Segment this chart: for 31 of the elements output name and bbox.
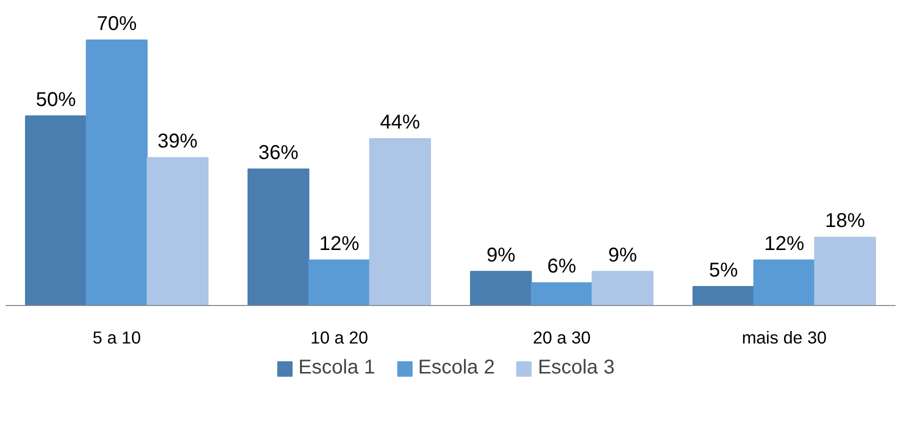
x-tick-label: 20 a 30: [532, 328, 591, 348]
data-label: 50%: [36, 88, 76, 111]
data-label: 5%: [708, 260, 738, 282]
bar: [25, 115, 87, 306]
x-tick-label: 5 a 10: [92, 328, 141, 348]
bar: [86, 40, 148, 306]
bar: [814, 236, 876, 306]
data-label: 70%: [96, 13, 137, 36]
data-label: 9%: [608, 244, 638, 266]
data-label: 9%: [486, 244, 516, 266]
bar: [248, 168, 310, 306]
bar: [308, 259, 370, 306]
data-label: 6%: [547, 256, 576, 278]
data-label: 12%: [764, 232, 804, 255]
data-label: 18%: [825, 210, 866, 232]
x-tick-label: mais de 30: [742, 328, 827, 348]
bar: [530, 282, 593, 306]
x-tick-label: 10 a 20: [310, 328, 368, 348]
legend-label: Escola 2: [418, 356, 495, 380]
data-label: 44%: [380, 112, 420, 134]
bar: [369, 138, 431, 306]
bar: [592, 270, 654, 306]
bar: [146, 157, 208, 306]
data-label: 39%: [158, 130, 198, 153]
legend-label: Escola 3: [538, 356, 615, 380]
legend-label: Escola 1: [298, 356, 376, 380]
bar: [470, 270, 532, 306]
bar: [753, 259, 816, 306]
data-label: 36%: [258, 142, 299, 164]
bar: [692, 286, 754, 306]
data-label: 12%: [319, 232, 360, 255]
